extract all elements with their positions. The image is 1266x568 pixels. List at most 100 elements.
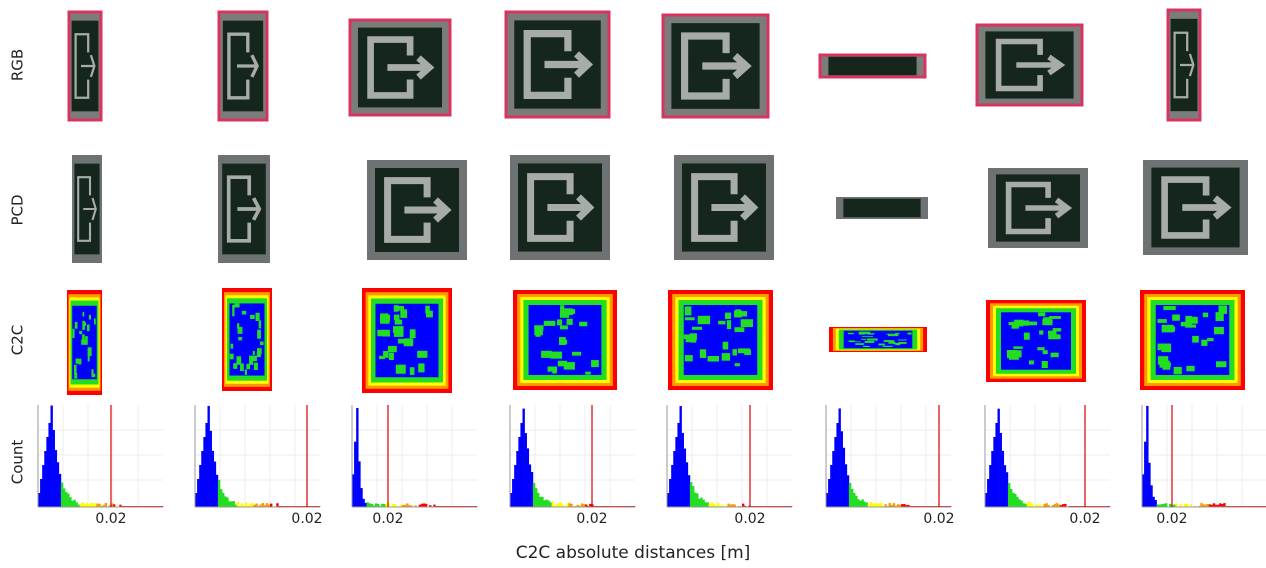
hist-bar — [771, 505, 774, 507]
c2c-blob — [1039, 330, 1044, 335]
sign-symbol — [681, 32, 752, 100]
histogram: 0.02 — [984, 405, 1111, 527]
c2c-blob — [560, 305, 565, 312]
hist-bar — [593, 505, 596, 507]
c2c-blob — [232, 304, 235, 309]
sign-image — [988, 168, 1088, 248]
hist-bar — [851, 488, 854, 507]
c2c-blob — [1006, 353, 1017, 359]
c2c-blob — [87, 347, 92, 356]
hist-bar — [936, 505, 939, 507]
hist-bar — [832, 451, 835, 507]
hist-bar — [1173, 504, 1176, 507]
c2c-blob — [1157, 356, 1169, 365]
c2c-blob — [229, 353, 234, 360]
hist-bar — [1003, 465, 1007, 507]
histogram: 0.02 — [351, 405, 478, 527]
c2c-blob — [380, 313, 389, 319]
c2c-blob — [585, 371, 591, 375]
c2c-blob — [85, 336, 88, 345]
c2c-blob — [237, 326, 243, 334]
hist-bar — [940, 505, 943, 507]
hist-bar — [1068, 505, 1071, 507]
c2c-blob — [683, 334, 692, 340]
sign-image — [72, 155, 102, 263]
hist-bar — [1082, 505, 1086, 507]
hist-bar — [146, 505, 149, 507]
hist-bar — [744, 505, 747, 507]
hist-bar — [1060, 505, 1063, 507]
c2c-blob — [409, 367, 415, 375]
hist-bar — [142, 505, 145, 507]
hist-bar — [253, 504, 256, 507]
hist-bar — [290, 505, 294, 507]
c2c-blob — [91, 369, 94, 378]
c2c-blob — [697, 315, 711, 325]
hist-bar — [840, 431, 843, 507]
sign-symbol — [384, 177, 452, 243]
c2c-blob — [878, 343, 885, 346]
sign-symbol — [1161, 176, 1232, 239]
hist-bar — [675, 437, 678, 507]
c2c-blob — [895, 343, 901, 346]
hist-bar — [270, 503, 273, 507]
hist-bar — [263, 505, 267, 507]
c2c-blob — [252, 350, 255, 355]
hist-bar — [930, 505, 933, 507]
c2c-blob — [1018, 320, 1030, 326]
hist-bar — [836, 423, 839, 507]
c2c-blob — [1042, 319, 1053, 326]
c2c-blob — [257, 348, 262, 355]
hist-bar — [928, 505, 931, 507]
hist-bar — [923, 505, 927, 507]
hist-bar — [917, 505, 921, 507]
hist-bar — [769, 505, 772, 507]
hist-bar — [785, 505, 789, 507]
c2c-blob — [1173, 366, 1182, 375]
hist-bar — [255, 503, 258, 507]
hist-bar — [123, 505, 126, 507]
c2c-map — [362, 288, 452, 393]
hist-bar — [1010, 488, 1013, 507]
c2c-blob — [75, 358, 79, 364]
hist-bar — [758, 505, 762, 507]
hist-bar — [228, 501, 231, 507]
hist-bar — [555, 504, 559, 507]
hist-bar — [356, 408, 359, 507]
hist-bar — [1156, 504, 1159, 507]
hist-bar — [562, 504, 565, 507]
hist-bar — [276, 503, 279, 507]
sign-image — [975, 23, 1084, 107]
hist-bar — [551, 501, 555, 507]
hist-bar — [387, 503, 390, 507]
hist-bar — [48, 423, 51, 507]
hist-bar — [73, 499, 76, 507]
hist-bar — [364, 502, 367, 507]
c2c-blob — [382, 329, 390, 337]
c2c-blob — [400, 309, 408, 318]
sign-symbol — [367, 36, 435, 99]
hist-bar — [224, 496, 227, 507]
c2c-blob — [557, 319, 563, 326]
c2c-blob — [559, 325, 568, 330]
hist-bar — [894, 505, 898, 507]
hist-bar — [1014, 493, 1017, 507]
hist-bar — [393, 504, 397, 507]
hist-bar — [896, 504, 900, 507]
c2c-blob — [867, 338, 878, 341]
hist-bar — [1057, 504, 1061, 507]
hist-bar — [121, 505, 124, 507]
hist-bar — [60, 482, 64, 507]
hist-bar — [1154, 499, 1157, 507]
hist-bar — [762, 505, 766, 507]
hist-bar — [526, 448, 530, 507]
hist-bar — [865, 502, 868, 507]
hist-bar — [597, 505, 600, 507]
hist-bar — [838, 408, 841, 507]
hist-bar — [863, 501, 866, 507]
hist-bar — [541, 496, 544, 507]
hist-bar — [698, 498, 701, 507]
c2c-blob — [722, 341, 729, 350]
hist-bar — [58, 473, 62, 507]
c2c-blob — [74, 372, 78, 379]
